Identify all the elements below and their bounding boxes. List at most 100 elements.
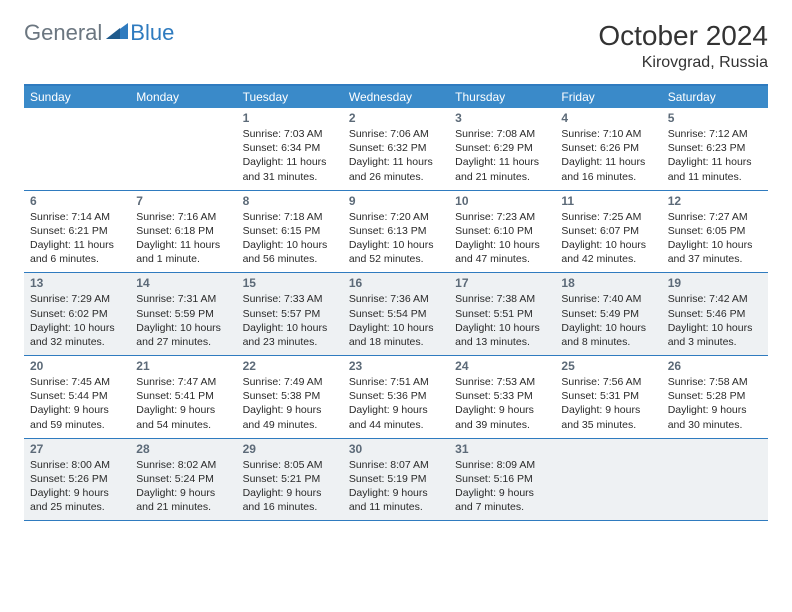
day-cell: 19Sunrise: 7:42 AMSunset: 5:46 PMDayligh… <box>662 273 768 355</box>
day-info-line: Sunset: 6:29 PM <box>455 141 549 155</box>
day-number: 12 <box>668 194 762 208</box>
day-cell: 1Sunrise: 7:03 AMSunset: 6:34 PMDaylight… <box>237 108 343 190</box>
day-info-line: Sunset: 5:38 PM <box>243 389 337 403</box>
day-info-line: Sunset: 5:49 PM <box>561 307 655 321</box>
day-info-line: Daylight: 10 hours <box>455 238 549 252</box>
day-cell: 2Sunrise: 7:06 AMSunset: 6:32 PMDaylight… <box>343 108 449 190</box>
day-number: 17 <box>455 276 549 290</box>
day-info-line: and 56 minutes. <box>243 252 337 266</box>
day-info-line: Sunset: 6:02 PM <box>30 307 124 321</box>
day-cell: 18Sunrise: 7:40 AMSunset: 5:49 PMDayligh… <box>555 273 661 355</box>
day-info-line: and 21 minutes. <box>455 170 549 184</box>
day-info-line: Sunrise: 7:42 AM <box>668 292 762 306</box>
day-number: 9 <box>349 194 443 208</box>
weeks-container: 1Sunrise: 7:03 AMSunset: 6:34 PMDaylight… <box>24 108 768 521</box>
day-cell <box>555 439 661 521</box>
day-number: 1 <box>243 111 337 125</box>
logo-text-general: General <box>24 20 102 46</box>
day-info-line: Daylight: 9 hours <box>349 403 443 417</box>
day-cell: 24Sunrise: 7:53 AMSunset: 5:33 PMDayligh… <box>449 356 555 438</box>
day-info-line: and 11 minutes. <box>668 170 762 184</box>
day-cell: 9Sunrise: 7:20 AMSunset: 6:13 PMDaylight… <box>343 191 449 273</box>
day-cell: 16Sunrise: 7:36 AMSunset: 5:54 PMDayligh… <box>343 273 449 355</box>
day-info-line: Sunrise: 7:20 AM <box>349 210 443 224</box>
day-info-line: Sunset: 5:51 PM <box>455 307 549 321</box>
day-info-line: and 59 minutes. <box>30 418 124 432</box>
day-cell <box>130 108 236 190</box>
day-number: 24 <box>455 359 549 373</box>
day-info-line: Sunset: 6:15 PM <box>243 224 337 238</box>
day-number: 10 <box>455 194 549 208</box>
day-info-line: Daylight: 10 hours <box>349 238 443 252</box>
day-number: 4 <box>561 111 655 125</box>
day-info-line: and 26 minutes. <box>349 170 443 184</box>
day-info-line: Sunset: 5:16 PM <box>455 472 549 486</box>
day-info-line: Sunset: 5:33 PM <box>455 389 549 403</box>
day-info-line: Sunrise: 8:02 AM <box>136 458 230 472</box>
day-of-week-row: SundayMondayTuesdayWednesdayThursdayFrid… <box>24 86 768 108</box>
day-of-week-cell: Tuesday <box>237 86 343 108</box>
day-info-line: Sunset: 5:41 PM <box>136 389 230 403</box>
day-info-line: and 6 minutes. <box>30 252 124 266</box>
day-number: 16 <box>349 276 443 290</box>
day-number: 11 <box>561 194 655 208</box>
day-of-week-cell: Monday <box>130 86 236 108</box>
day-info-line: Daylight: 10 hours <box>136 321 230 335</box>
day-number: 2 <box>349 111 443 125</box>
day-of-week-cell: Thursday <box>449 86 555 108</box>
day-info-line: Daylight: 9 hours <box>349 486 443 500</box>
day-cell: 7Sunrise: 7:16 AMSunset: 6:18 PMDaylight… <box>130 191 236 273</box>
day-info-line: and 11 minutes. <box>349 500 443 514</box>
day-info-line: Sunset: 6:18 PM <box>136 224 230 238</box>
day-info-line: Daylight: 9 hours <box>561 403 655 417</box>
week-row: 6Sunrise: 7:14 AMSunset: 6:21 PMDaylight… <box>24 191 768 274</box>
day-info-line: Sunrise: 7:25 AM <box>561 210 655 224</box>
day-of-week-cell: Wednesday <box>343 86 449 108</box>
day-info-line: Sunrise: 8:05 AM <box>243 458 337 472</box>
day-number: 22 <box>243 359 337 373</box>
day-info-line: Sunset: 6:10 PM <box>455 224 549 238</box>
day-cell: 29Sunrise: 8:05 AMSunset: 5:21 PMDayligh… <box>237 439 343 521</box>
day-info-line: Daylight: 9 hours <box>668 403 762 417</box>
day-info-line: Sunrise: 7:16 AM <box>136 210 230 224</box>
day-info-line: Sunrise: 7:49 AM <box>243 375 337 389</box>
day-number: 28 <box>136 442 230 456</box>
day-info-line: Daylight: 11 hours <box>243 155 337 169</box>
day-info-line: Sunrise: 7:12 AM <box>668 127 762 141</box>
day-info-line: Daylight: 10 hours <box>668 321 762 335</box>
day-info-line: and 21 minutes. <box>136 500 230 514</box>
week-row: 13Sunrise: 7:29 AMSunset: 6:02 PMDayligh… <box>24 273 768 356</box>
day-info-line: and 35 minutes. <box>561 418 655 432</box>
day-number: 19 <box>668 276 762 290</box>
day-info-line: Sunset: 6:26 PM <box>561 141 655 155</box>
day-info-line: and 27 minutes. <box>136 335 230 349</box>
week-row: 27Sunrise: 8:00 AMSunset: 5:26 PMDayligh… <box>24 439 768 522</box>
day-info-line: and 23 minutes. <box>243 335 337 349</box>
day-info-line: Sunset: 5:28 PM <box>668 389 762 403</box>
day-cell: 27Sunrise: 8:00 AMSunset: 5:26 PMDayligh… <box>24 439 130 521</box>
day-info-line: Daylight: 9 hours <box>30 403 124 417</box>
day-info-line: Sunrise: 7:53 AM <box>455 375 549 389</box>
day-info-line: Sunrise: 7:03 AM <box>243 127 337 141</box>
day-info-line: Sunrise: 7:38 AM <box>455 292 549 306</box>
day-cell: 13Sunrise: 7:29 AMSunset: 6:02 PMDayligh… <box>24 273 130 355</box>
logo: General Blue <box>24 20 174 46</box>
day-info-line: Sunset: 6:23 PM <box>668 141 762 155</box>
day-info-line: Daylight: 11 hours <box>455 155 549 169</box>
day-cell: 8Sunrise: 7:18 AMSunset: 6:15 PMDaylight… <box>237 191 343 273</box>
day-info-line: and 37 minutes. <box>668 252 762 266</box>
day-number: 5 <box>668 111 762 125</box>
day-info-line: and 52 minutes. <box>349 252 443 266</box>
day-info-line: Daylight: 10 hours <box>243 321 337 335</box>
day-cell: 4Sunrise: 7:10 AMSunset: 6:26 PMDaylight… <box>555 108 661 190</box>
day-info-line: Sunrise: 7:47 AM <box>136 375 230 389</box>
day-number: 27 <box>30 442 124 456</box>
day-info-line: Sunset: 5:44 PM <box>30 389 124 403</box>
day-number: 29 <box>243 442 337 456</box>
day-number: 31 <box>455 442 549 456</box>
day-cell: 14Sunrise: 7:31 AMSunset: 5:59 PMDayligh… <box>130 273 236 355</box>
day-info-line: Sunset: 5:31 PM <box>561 389 655 403</box>
day-number: 8 <box>243 194 337 208</box>
day-number: 26 <box>668 359 762 373</box>
day-info-line: Sunset: 6:05 PM <box>668 224 762 238</box>
